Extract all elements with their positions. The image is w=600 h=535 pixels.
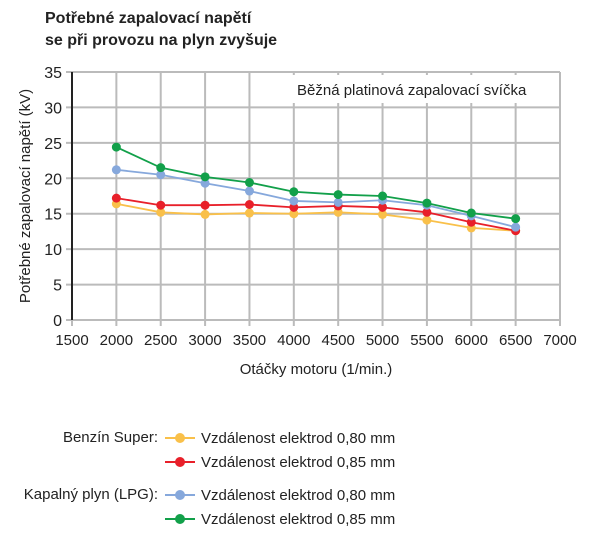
x-tick-label: 7000 xyxy=(543,332,576,349)
legend-group-label: Kapalný plyn (LPG): xyxy=(23,486,158,503)
data-point xyxy=(156,207,166,217)
data-point xyxy=(200,200,210,210)
series-line-2 xyxy=(116,168,516,229)
data-point xyxy=(111,165,121,175)
x-axis-label: Otáčky motoru (1/min.) xyxy=(240,361,393,378)
legend-item: Vzdálenost elektrod 0,85 mm xyxy=(165,452,395,472)
data-point xyxy=(378,209,388,219)
y-tick-label: 15 xyxy=(44,207,62,224)
legend-label: Vzdálenost elektrod 0,80 mm xyxy=(201,486,396,504)
legend-label: Vzdálenost elektrod 0,80 mm xyxy=(201,429,396,447)
x-tick-label: 2500 xyxy=(144,332,177,349)
data-point xyxy=(200,209,210,219)
data-point xyxy=(200,172,210,182)
x-tick-label: 1500 xyxy=(55,332,88,349)
data-point xyxy=(244,186,254,196)
data-point xyxy=(289,187,299,197)
data-point xyxy=(244,178,254,188)
series-line-1 xyxy=(116,197,516,232)
legend-item: Vzdálenost elektrod 0,85 mm xyxy=(165,509,395,529)
x-tick-label: 5500 xyxy=(410,332,443,349)
legend-label: Vzdálenost elektrod 0,85 mm xyxy=(201,453,396,471)
x-tick-label: 3000 xyxy=(188,332,221,349)
legend-swatch xyxy=(165,428,195,448)
x-tick-label: 4500 xyxy=(321,332,354,349)
data-point xyxy=(289,202,299,212)
data-point xyxy=(289,209,299,219)
data-point xyxy=(378,191,388,201)
annotation-box xyxy=(285,75,558,103)
data-point xyxy=(511,222,521,232)
x-tick-label: 5000 xyxy=(366,332,399,349)
legend-swatch xyxy=(165,485,195,505)
legend-item: Vzdálenost elektrod 0,80 mm xyxy=(165,428,395,448)
y-tick-label: 30 xyxy=(44,100,62,117)
legend-item: Vzdálenost elektrod 0,80 mm xyxy=(165,485,395,505)
data-point xyxy=(111,193,121,203)
data-point xyxy=(422,198,432,208)
data-point xyxy=(466,217,476,227)
x-tick-label: 3500 xyxy=(233,332,266,349)
y-tick-label: 5 xyxy=(53,278,62,295)
annotation-text: Běžná platinová zapalovací svíčka xyxy=(297,82,527,99)
data-point xyxy=(244,200,254,210)
data-point xyxy=(333,197,343,207)
chart-title-line-2: se při provozu na plyn zvyšuje xyxy=(45,32,278,49)
legend-swatch xyxy=(165,452,195,472)
data-point xyxy=(333,190,343,200)
data-point xyxy=(289,196,299,206)
data-point xyxy=(156,163,166,173)
series-line-3 xyxy=(115,146,516,220)
data-point xyxy=(156,200,166,210)
data-point xyxy=(200,178,210,188)
y-tick-label: 35 xyxy=(44,65,62,82)
x-tick-label: 4000 xyxy=(277,332,310,349)
data-point xyxy=(422,215,432,225)
y-tick-label: 25 xyxy=(44,136,62,153)
x-tick-label: 6500 xyxy=(499,332,532,349)
data-point xyxy=(511,214,521,224)
data-point xyxy=(244,208,254,218)
chart-title-line-1: Potřebné zapalovací napětí xyxy=(45,10,252,27)
y-tick-label: 20 xyxy=(44,171,62,188)
data-point xyxy=(111,142,121,152)
data-point xyxy=(378,202,388,212)
legend-label: Vzdálenost elektrod 0,85 mm xyxy=(201,510,396,528)
y-axis-label: Potřebné zapalovací napětí (kV) xyxy=(17,89,34,303)
x-tick-label: 6000 xyxy=(455,332,488,349)
y-tick-label: 10 xyxy=(44,242,62,259)
data-point xyxy=(156,170,166,180)
data-point xyxy=(466,208,476,218)
series-line-0 xyxy=(116,202,516,232)
legend-swatch xyxy=(165,509,195,529)
legend-group-label: Benzín Super: xyxy=(62,429,158,446)
data-point xyxy=(422,207,432,217)
x-tick-label: 2000 xyxy=(100,332,133,349)
data-point xyxy=(333,207,343,217)
y-tick-label: 0 xyxy=(53,313,62,330)
